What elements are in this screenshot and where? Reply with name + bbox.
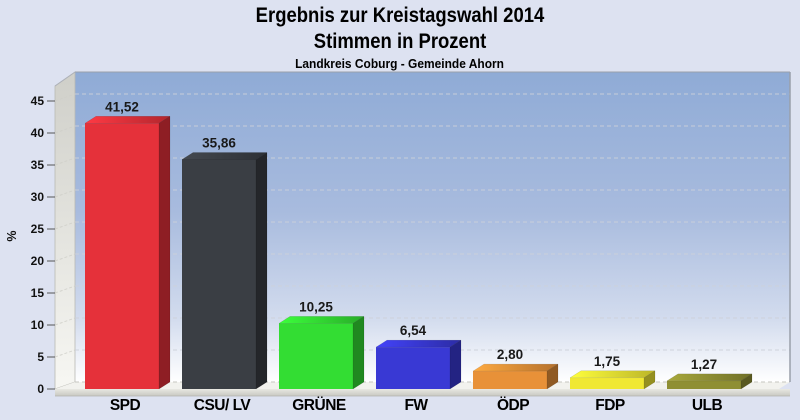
bar-right-face: [449, 339, 462, 390]
bar-right-face: [643, 370, 656, 390]
bar-value-label: 6,54: [400, 323, 427, 338]
bar-front-face: [570, 377, 644, 389]
gridline-left-wall: [54, 157, 76, 166]
category-label: ULB: [692, 397, 723, 414]
y-axis-label: %: [5, 230, 19, 241]
gridline-left-wall: [54, 285, 76, 294]
bar-top-face: [278, 316, 365, 324]
gridline-left-wall: [54, 349, 76, 358]
chart-title-line1: Ergebnis zur Kreistagswahl 2014: [0, 4, 800, 28]
category-label: CSU/ LV: [194, 397, 252, 414]
gridline-left-wall: [54, 317, 76, 326]
category-label: FW: [404, 397, 428, 414]
plot-floor-skirt: [55, 389, 790, 396]
chart-subtitle-text: Landkreis Coburg - Gemeinde Ahorn: [295, 56, 505, 71]
y-tick-label: 45: [31, 94, 45, 108]
bar-front-face: [182, 159, 256, 389]
y-tick-label: 5: [37, 350, 44, 364]
y-tick-label: 30: [31, 190, 45, 204]
bar-front-face: [473, 371, 547, 389]
bar-top-face: [472, 363, 559, 372]
gridline-left-wall: [54, 189, 76, 198]
chart-title-line1-text: Ergebnis zur Kreistagswahl 2014: [255, 4, 545, 27]
y-tick-label: 25: [31, 222, 45, 236]
bar-front-face: [85, 123, 159, 389]
bar-top-face: [666, 373, 753, 382]
bar-top-face: [375, 339, 462, 348]
bar-front-face: [279, 323, 353, 389]
gridline-left-wall: [54, 125, 76, 134]
bar-ulb: [666, 373, 753, 390]
bar-right-face: [158, 115, 171, 390]
bar-fw: [375, 339, 462, 390]
category-label: SPD: [110, 397, 141, 414]
bar-top-face: [84, 116, 171, 124]
y-tick-label: 10: [31, 318, 45, 332]
bar-spd: [84, 115, 171, 390]
bar-right-face: [255, 152, 268, 390]
gridline-left-wall: [54, 253, 76, 262]
bar-front-face: [376, 347, 450, 389]
bar-value-label: 1,27: [691, 357, 717, 372]
bar-top-face: [569, 370, 656, 379]
bar-value-label: 1,75: [594, 354, 621, 369]
bar-value-label: 2,80: [497, 347, 523, 362]
bar-value-label: 10,25: [299, 299, 333, 314]
bar-csu-lv: [181, 152, 268, 390]
bar-right-face: [740, 373, 753, 390]
category-label: GRÜNE: [292, 397, 346, 414]
y-tick-label: 40: [31, 126, 45, 140]
bar-value-label: 41,52: [105, 99, 139, 114]
y-tick-label: 0: [37, 382, 44, 396]
bar-fdp: [569, 370, 656, 390]
gridline-left-wall: [54, 93, 76, 102]
chart-title-line2-text: Stimmen in Prozent: [313, 30, 487, 53]
bar-top-face: [181, 152, 268, 160]
chart-title-line2: Stimmen in Prozent: [0, 30, 800, 54]
y-tick-label: 20: [31, 254, 45, 268]
plot-left-wall: [54, 71, 76, 390]
plot-border-wall-slant: [54, 71, 76, 87]
category-label: FDP: [595, 397, 625, 414]
category-label: ÖDP: [497, 397, 529, 414]
gridline-left-wall: [54, 221, 76, 230]
bar-front-face: [667, 380, 741, 389]
bar-right-face: [352, 315, 365, 390]
y-tick-label: 15: [31, 286, 45, 300]
y-tick-label: 35: [31, 158, 45, 172]
bar-grüne: [278, 315, 365, 390]
bar-right-face: [546, 363, 559, 390]
bar-ödp: [472, 363, 559, 390]
chart-subtitle: Landkreis Coburg - Gemeinde Ahorn: [0, 56, 800, 71]
bar-value-label: 35,86: [202, 135, 236, 150]
